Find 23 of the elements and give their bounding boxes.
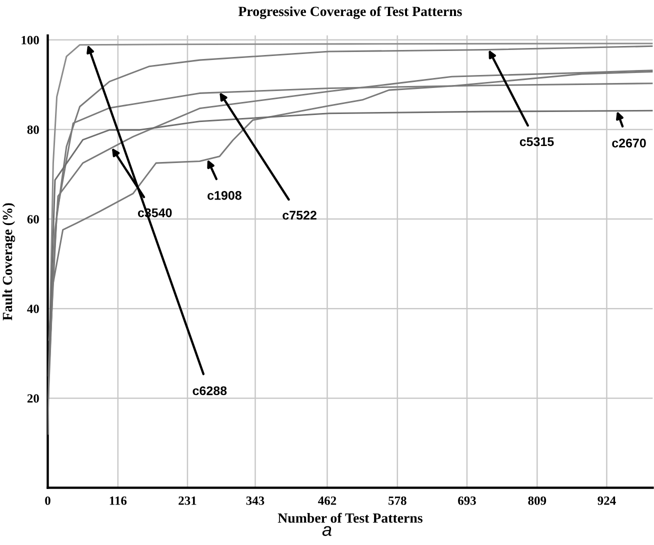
text: a — [322, 526, 332, 536]
x-tick-label: 809 — [528, 496, 546, 505]
annotation: c5315 — [520, 137, 554, 146]
y-axis-title: Fault Coverage (%) — [2, 203, 16, 320]
x-tick-label: 0 — [45, 496, 50, 505]
x-axis-title: Number of Test Patterns — [278, 512, 422, 523]
x-tick-label: 231 — [178, 496, 196, 505]
x-tick-label: 343 — [246, 496, 264, 505]
chart-title: Progressive Coverage of Test Patterns — [238, 6, 462, 20]
y-tick-label: 40 — [27, 304, 39, 314]
annotation: c2670 — [612, 138, 646, 148]
y-tick-label: 100 — [22, 36, 39, 44]
y-tick-label: 20 — [27, 394, 39, 403]
x-tick-label: 116 — [110, 496, 127, 505]
annotation: c6288 — [192, 386, 227, 396]
y-tick-label: 80 — [27, 126, 39, 134]
x-tick-label: 924 — [598, 496, 616, 505]
x-tick-label: 693 — [458, 496, 476, 505]
annotation: c1908 — [208, 190, 242, 200]
x-tick-label: 578 — [388, 496, 406, 505]
x-tick-label: 462 — [318, 496, 336, 505]
y-tick-label: 60 — [27, 215, 39, 224]
annotation: c7522 — [282, 210, 316, 220]
